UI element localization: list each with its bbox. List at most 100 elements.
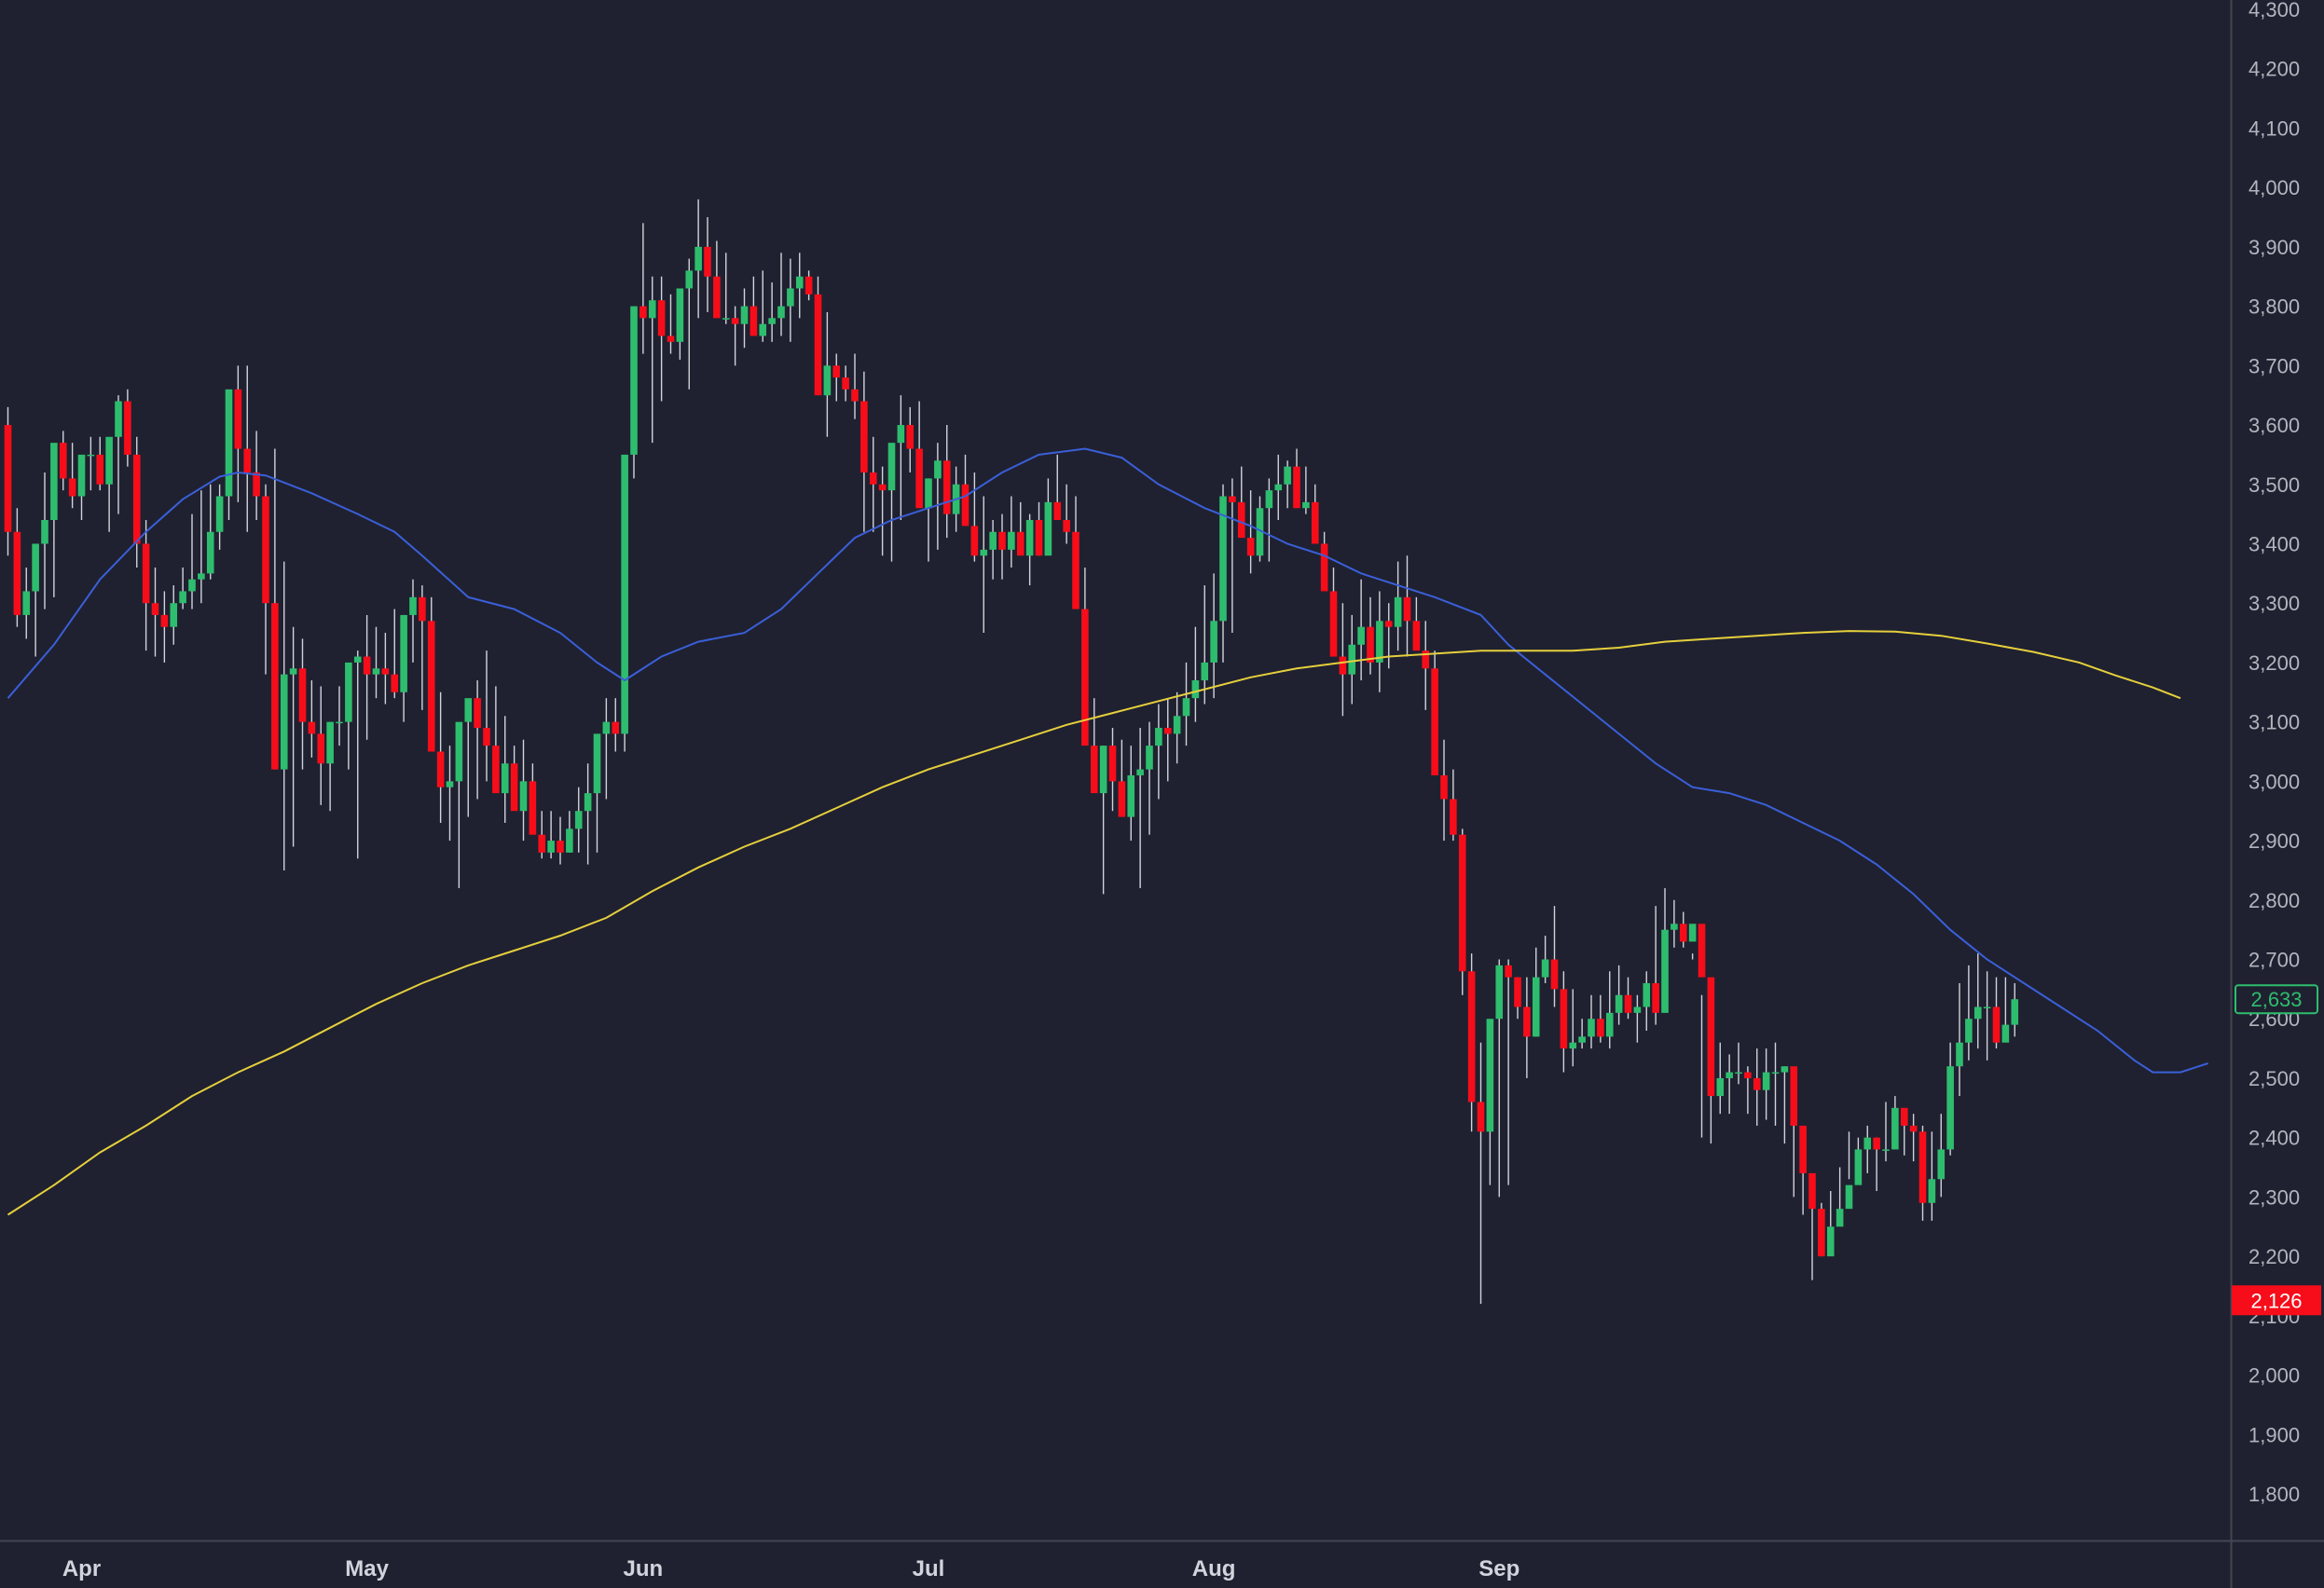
candle[interactable] bbox=[1450, 769, 1457, 842]
candle[interactable] bbox=[713, 240, 721, 319]
candle[interactable] bbox=[336, 686, 343, 746]
candle[interactable] bbox=[768, 282, 776, 342]
candle[interactable] bbox=[1210, 573, 1217, 699]
candle[interactable] bbox=[1384, 603, 1393, 669]
candle[interactable] bbox=[1771, 1042, 1780, 1126]
candle[interactable] bbox=[989, 519, 997, 580]
candle[interactable] bbox=[639, 223, 647, 354]
candle[interactable] bbox=[13, 508, 21, 627]
candle[interactable] bbox=[41, 472, 48, 609]
candle[interactable] bbox=[648, 276, 656, 444]
candle[interactable] bbox=[887, 443, 896, 562]
candle[interactable] bbox=[132, 436, 141, 568]
candle[interactable] bbox=[317, 686, 325, 805]
candle[interactable] bbox=[1615, 965, 1623, 1025]
candle[interactable] bbox=[1090, 698, 1098, 794]
candle[interactable] bbox=[419, 585, 426, 710]
candle[interactable] bbox=[1597, 994, 1604, 1043]
candle[interactable] bbox=[77, 454, 86, 520]
candle[interactable] bbox=[574, 787, 583, 853]
candle[interactable] bbox=[1127, 746, 1135, 842]
candle[interactable] bbox=[1118, 739, 1126, 817]
candle[interactable] bbox=[1707, 977, 1715, 1144]
candle[interactable] bbox=[869, 436, 877, 532]
candle[interactable] bbox=[400, 614, 407, 722]
candle[interactable] bbox=[1569, 989, 1577, 1067]
candle[interactable] bbox=[1753, 1048, 1761, 1126]
candle[interactable] bbox=[1477, 1042, 1485, 1305]
candle[interactable] bbox=[464, 698, 473, 817]
candle[interactable] bbox=[593, 733, 601, 853]
candle[interactable] bbox=[474, 680, 481, 800]
candle[interactable] bbox=[795, 253, 804, 319]
candle[interactable] bbox=[529, 763, 537, 835]
candle[interactable] bbox=[1588, 994, 1595, 1049]
candle[interactable] bbox=[455, 721, 463, 889]
candle[interactable] bbox=[1992, 977, 2001, 1049]
candle[interactable] bbox=[1679, 911, 1687, 948]
candle[interactable] bbox=[1016, 501, 1024, 556]
candle[interactable] bbox=[1072, 496, 1079, 609]
candle[interactable] bbox=[1458, 828, 1466, 995]
candle[interactable] bbox=[878, 466, 887, 556]
candle[interactable] bbox=[1320, 531, 1328, 592]
candle[interactable] bbox=[804, 270, 813, 301]
candle[interactable] bbox=[1191, 626, 1200, 722]
candle[interactable] bbox=[1025, 513, 1034, 586]
candle[interactable] bbox=[1854, 1137, 1863, 1185]
candle[interactable] bbox=[1624, 977, 1632, 1020]
candle[interactable] bbox=[1265, 478, 1273, 562]
candle[interactable] bbox=[1698, 924, 1706, 1138]
candle[interactable] bbox=[676, 288, 684, 360]
candle[interactable] bbox=[262, 484, 269, 675]
candle[interactable] bbox=[179, 567, 186, 609]
candle[interactable] bbox=[87, 436, 95, 491]
candle[interactable] bbox=[1863, 1125, 1872, 1173]
candle[interactable] bbox=[1845, 1131, 1853, 1210]
candle[interactable] bbox=[4, 406, 12, 556]
candle[interactable] bbox=[345, 662, 352, 770]
candle[interactable] bbox=[1661, 888, 1669, 1013]
candle[interactable] bbox=[519, 739, 528, 842]
candle[interactable] bbox=[427, 596, 435, 752]
candle[interactable] bbox=[1550, 906, 1559, 1007]
candle[interactable] bbox=[1163, 698, 1172, 782]
candle[interactable] bbox=[1983, 971, 1991, 1061]
candle[interactable] bbox=[1311, 484, 1319, 544]
candle[interactable] bbox=[1099, 746, 1107, 895]
candle[interactable] bbox=[1467, 953, 1476, 1132]
candle[interactable] bbox=[160, 591, 169, 663]
candle[interactable] bbox=[1726, 1054, 1733, 1115]
candle[interactable] bbox=[68, 443, 76, 509]
candle[interactable] bbox=[621, 454, 628, 752]
candle[interactable] bbox=[1081, 567, 1089, 746]
candle[interactable] bbox=[1909, 1114, 1918, 1162]
candle[interactable] bbox=[1882, 1102, 1890, 1162]
candle[interactable] bbox=[280, 561, 288, 870]
candle[interactable] bbox=[566, 811, 573, 853]
candle[interactable] bbox=[1155, 704, 1162, 800]
candle[interactable] bbox=[215, 484, 224, 550]
candle[interactable] bbox=[1146, 721, 1153, 835]
candle[interactable] bbox=[1339, 603, 1347, 717]
candle[interactable] bbox=[740, 288, 749, 349]
candle[interactable] bbox=[1229, 478, 1236, 634]
candle[interactable] bbox=[326, 721, 334, 812]
candle[interactable] bbox=[409, 579, 417, 663]
candle[interactable] bbox=[842, 365, 849, 402]
candle[interactable] bbox=[1136, 728, 1144, 889]
candle[interactable] bbox=[1486, 1019, 1494, 1185]
candle[interactable] bbox=[657, 276, 666, 402]
candle[interactable] bbox=[915, 401, 923, 509]
candle[interactable] bbox=[1246, 490, 1255, 574]
candle[interactable] bbox=[1505, 959, 1512, 1185]
candle[interactable] bbox=[1744, 1066, 1752, 1115]
candle[interactable] bbox=[1900, 1107, 1908, 1156]
candle[interactable] bbox=[1560, 971, 1568, 1073]
candle[interactable] bbox=[1735, 1042, 1742, 1085]
candle[interactable] bbox=[1376, 591, 1383, 692]
candle[interactable] bbox=[96, 436, 104, 491]
candle[interactable] bbox=[1201, 585, 1209, 705]
candle[interactable] bbox=[722, 253, 730, 324]
candle[interactable] bbox=[1781, 1066, 1789, 1144]
